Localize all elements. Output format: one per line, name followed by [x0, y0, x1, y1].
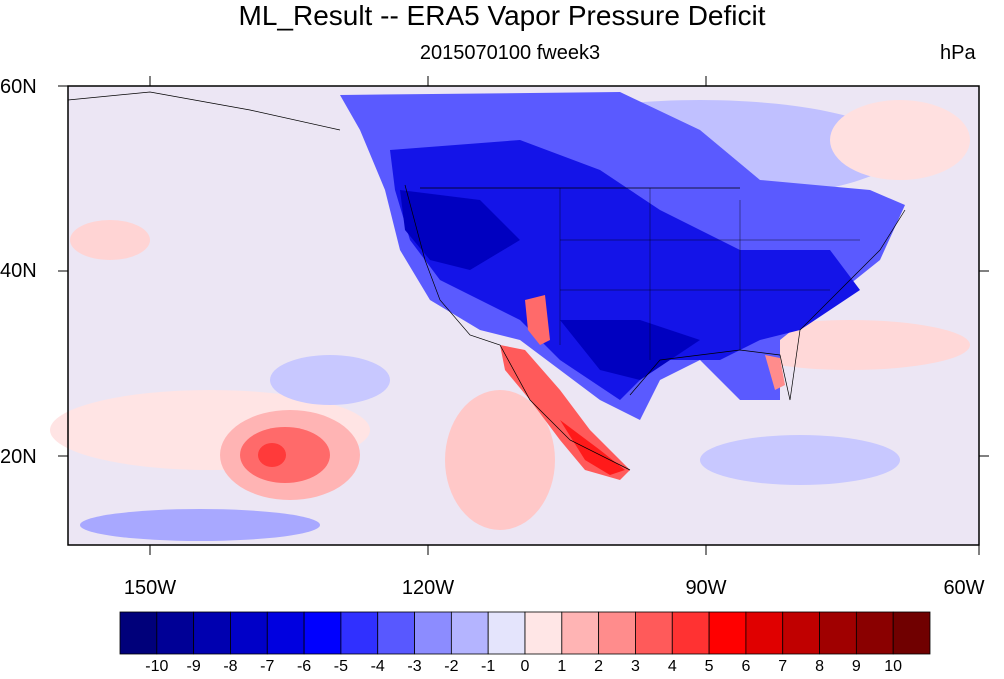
lon-label-150w: 150W	[123, 577, 177, 599]
alaska-coastline	[67, 91, 341, 131]
warm-strip-mexico	[500, 345, 630, 480]
figure-subtitle: 2015070100 fweek3	[419, 42, 601, 64]
cool-patch-caribbean	[700, 435, 900, 485]
colorbar-swatch	[782, 611, 820, 655]
colorbar-swatch	[524, 611, 563, 655]
land-anomalies	[340, 92, 905, 420]
colorbar-swatch	[377, 611, 415, 655]
colorbar-label: -1	[481, 658, 496, 675]
colorbar-swatch	[450, 611, 489, 655]
colorbar-label: -6	[296, 658, 312, 675]
colorbar-label: -4	[370, 658, 385, 675]
colorbar-swatch	[635, 611, 673, 655]
units-label: hPa	[940, 42, 976, 64]
colorbar-swatch	[266, 611, 305, 655]
colorbar-swatch	[487, 611, 526, 655]
state-borders	[559, 188, 860, 360]
coastlines	[67, 91, 906, 471]
colorbar-label: -8	[223, 658, 238, 675]
lat-label-20n: 20N	[0, 446, 37, 468]
warm-patch-southwest	[525, 295, 550, 345]
colorbar-swatch	[156, 611, 195, 655]
colorbar-swatch	[303, 611, 342, 655]
colorbar-swatch	[819, 611, 857, 655]
colorbar-label: 5	[704, 658, 714, 675]
warm-core-mexico	[560, 420, 625, 475]
lat-label-60n: 60N	[0, 76, 37, 98]
colorbar-swatch	[561, 611, 600, 655]
colorbar-swatch	[340, 611, 379, 655]
dry-region-south	[560, 320, 700, 380]
cool-patch-pacific	[270, 355, 390, 405]
colorbar-swatch	[193, 611, 231, 655]
colorbar-label: -9	[186, 658, 201, 675]
colorbar-swatch	[708, 611, 747, 655]
lon-label-60w: 60W	[943, 577, 985, 599]
axis-ticks	[58, 76, 989, 555]
colorbar-label: 0	[520, 658, 530, 675]
colorbar-label: -3	[407, 658, 422, 675]
colorbar-swatch	[414, 611, 452, 655]
colorbar-swatch	[671, 611, 710, 655]
figure-title: ML_Result -- ERA5 Vapor Pressure Deficit	[238, 0, 766, 31]
colorbar-label: 9	[851, 658, 861, 675]
colorbar-label: -5	[333, 658, 349, 675]
cool-band-south	[80, 509, 320, 541]
colorbar-swatch	[230, 611, 268, 655]
colorbar-label: 7	[778, 658, 788, 675]
colorbar-swatch	[745, 611, 784, 655]
lon-label-90w: 90W	[685, 577, 727, 599]
warm-patch-east-canada	[830, 100, 970, 180]
colorbar-swatch	[855, 611, 894, 655]
colorbar-label: -10	[145, 658, 169, 675]
colorbar-label: -7	[260, 658, 275, 675]
colorbar-swatch	[119, 611, 158, 655]
warm-patch-florida	[765, 355, 785, 390]
colorbar-label: 1	[557, 658, 567, 675]
map-frame	[67, 85, 980, 546]
colorbar-label: 10	[884, 658, 903, 675]
warm-anomaly-center	[258, 443, 286, 467]
lat-label-40n: 40N	[0, 260, 37, 282]
colorbar-label: -2	[444, 658, 459, 675]
colorbar-label: 8	[815, 658, 824, 675]
gulf-atlantic-coastline	[629, 209, 906, 401]
lon-label-120w: 120W	[401, 577, 455, 599]
colorbar-label: 2	[594, 658, 604, 675]
colorbar-swatch	[598, 611, 636, 655]
pacific-coastline	[404, 184, 631, 471]
colorbar-label: 6	[741, 658, 751, 675]
warm-patch-pacific-north	[70, 220, 150, 260]
dry-region-northwest	[400, 190, 520, 270]
colorbar-swatch	[892, 611, 931, 655]
colorbar-label: 3	[631, 658, 640, 675]
colorbar	[119, 611, 931, 655]
warm-patch-mexico-coast	[445, 390, 555, 530]
colorbar-label: 4	[667, 658, 677, 675]
dry-region-core	[390, 140, 860, 400]
